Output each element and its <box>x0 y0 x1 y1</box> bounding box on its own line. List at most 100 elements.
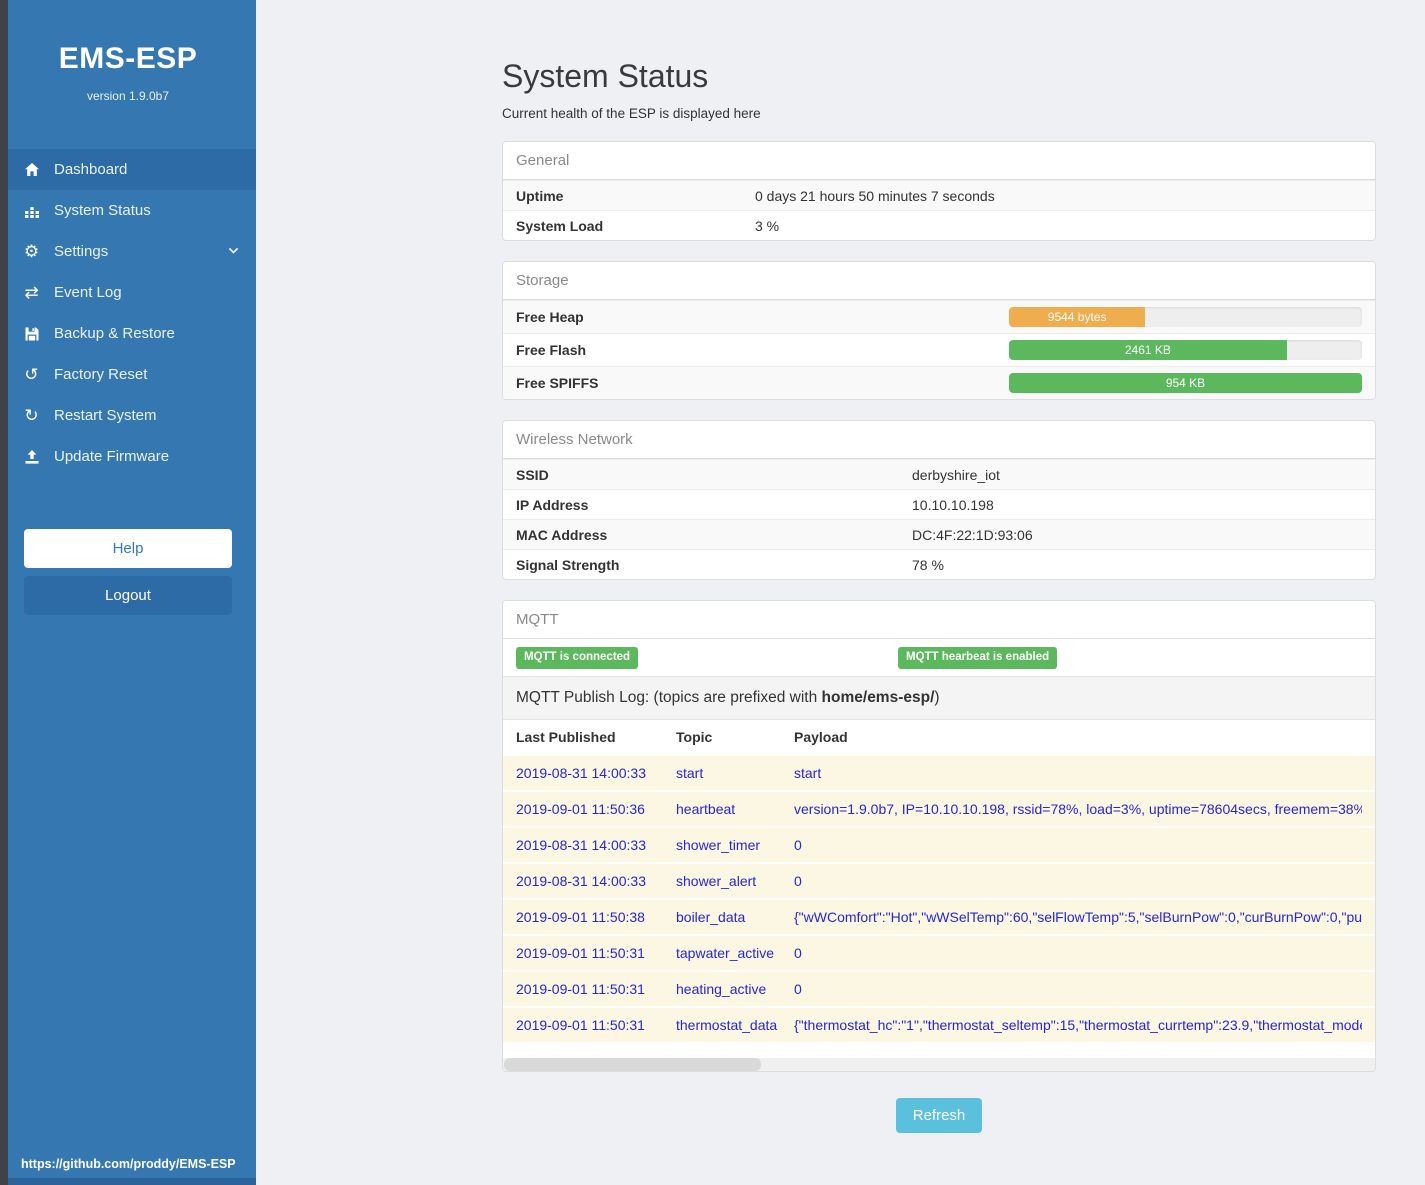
chevron-down-icon <box>227 244 240 257</box>
topic-cell: boiler_data <box>676 909 746 925</box>
page-title: System Status <box>502 58 709 94</box>
page-subtitle: Current health of the ESP is displayed h… <box>502 106 761 121</box>
system-load-row: System Load 3 % <box>503 210 1375 240</box>
free-heap-progressbar: 9544 bytes <box>1009 307 1362 327</box>
col-header-topic: Topic <box>676 729 713 745</box>
col-header-last-published: Last Published <box>516 729 616 745</box>
signal-strength-value: 78 % <box>912 556 944 573</box>
mqtt-connected-badge: MQTT is connected <box>516 647 639 669</box>
payload-cell: 0 <box>794 981 802 997</box>
sidebar-item-label: Event Log <box>54 284 122 301</box>
free-spiffs-label: Free SPIFFS <box>516 375 599 391</box>
last-published-cell: 2019-09-01 11:50:31 <box>516 1017 645 1033</box>
sidebar-item-update-firmware[interactable]: Update Firmware <box>0 436 256 477</box>
publish-log-text-suffix: ) <box>934 689 940 706</box>
sidebar-nav: Dashboard System Status ⚙ Settings ⇄ Eve… <box>0 149 256 477</box>
table-row: 2019-09-01 11:50:36 heartbeat version=1.… <box>503 790 1375 826</box>
signal-strength-label: Signal Strength <box>516 556 620 573</box>
home-icon <box>22 161 41 179</box>
topic-cell: heating_active <box>676 981 767 997</box>
mac-address-value: DC:4F:22:1D:93:06 <box>912 526 1033 543</box>
payload-cell: {"wWComfort":"Hot","wWSelTemp":60,"selFl… <box>794 909 1362 925</box>
sidebar-item-factory-reset[interactable]: ↺ Factory Reset <box>0 354 256 395</box>
horizontal-scrollbar-thumb[interactable] <box>504 1058 761 1071</box>
sidebar-item-backup-restore[interactable]: Backup & Restore <box>0 313 256 354</box>
topic-cell: thermostat_data <box>676 1017 778 1033</box>
system-load-label: System Load <box>516 217 604 234</box>
sidebar-item-restart-system[interactable]: ↻ Restart System <box>0 395 256 436</box>
mqtt-panel: MQTT MQTT is connected MQTT hearbeat is … <box>502 600 1376 1072</box>
ip-address-value: 10.10.10.198 <box>912 496 994 513</box>
table-row: 2019-08-31 14:00:33 shower_timer 0 <box>503 826 1375 862</box>
sidebar-bottom-strip <box>0 1178 256 1185</box>
wireless-panel: Wireless Network SSID derbyshire_iot IP … <box>502 420 1376 580</box>
sidebar-item-label: Update Firmware <box>54 448 170 465</box>
sidebar-item-event-log[interactable]: ⇄ Event Log <box>0 272 256 313</box>
payload-cell: start <box>794 765 822 781</box>
topic-cell: heartbeat <box>676 801 736 817</box>
table-bottom-spacer <box>503 1042 1375 1058</box>
sidebar-item-label: Factory Reset <box>54 366 148 383</box>
uptime-row: Uptime 0 days 21 hours 50 minutes 7 seco… <box>503 180 1375 210</box>
uptime-value: 0 days 21 hours 50 minutes 7 seconds <box>755 187 995 204</box>
refresh-button-wrap: Refresh <box>502 1098 1376 1133</box>
topic-cell: start <box>676 765 704 781</box>
mac-address-row: MAC Address DC:4F:22:1D:93:06 <box>503 519 1375 549</box>
topic-cell: shower_timer <box>676 837 761 853</box>
ip-address-label: IP Address <box>516 496 589 513</box>
free-flash-label: Free Flash <box>516 342 587 358</box>
table-row: 2019-09-01 11:50:31 heating_active 0 <box>503 970 1375 1006</box>
table-row: 2019-08-31 14:00:33 shower_alert 0 <box>503 862 1375 898</box>
sidebar-item-system-status[interactable]: System Status <box>0 190 256 231</box>
upload-icon <box>22 448 41 466</box>
sidebar: EMS-ESP version 1.9.0b7 Dashboard System… <box>0 0 256 1185</box>
gear-icon: ⚙ <box>23 241 40 261</box>
table-row: 2019-09-01 11:50:38 boiler_data {"wWComf… <box>503 898 1375 934</box>
help-button[interactable]: Help <box>24 529 232 568</box>
uptime-label: Uptime <box>516 187 564 204</box>
payload-cell: 0 <box>794 873 802 889</box>
wireless-panel-title: Wireless Network <box>503 421 1375 459</box>
free-spiffs-progress-fill: 954 KB <box>1009 373 1362 393</box>
free-spiffs-row: Free SPIFFS 954 KB <box>503 366 1375 399</box>
sidebar-item-dashboard[interactable]: Dashboard <box>0 149 256 190</box>
payload-cell: version=1.9.0b7, IP=10.10.10.198, rssid=… <box>794 801 1362 817</box>
free-heap-row: Free Heap 9544 bytes <box>503 300 1375 333</box>
last-published-cell: 2019-09-01 11:50:36 <box>516 801 645 817</box>
refresh-button[interactable]: Refresh <box>895 1098 983 1133</box>
ssid-label: SSID <box>516 466 549 483</box>
last-published-cell: 2019-09-01 11:50:38 <box>516 909 645 925</box>
main-content: System Status Current health of the ESP … <box>502 0 1376 1133</box>
free-flash-progress-fill: 2461 KB <box>1009 340 1287 360</box>
last-published-cell: 2019-09-01 11:50:31 <box>516 981 645 997</box>
transfer-arrows-icon: ⇄ <box>24 282 39 302</box>
payload-cell: {"thermostat_hc":"1","thermostat_seltemp… <box>794 1017 1362 1033</box>
horizontal-scrollbar[interactable] <box>503 1058 1375 1071</box>
sidebar-item-label: Dashboard <box>54 161 128 178</box>
ip-address-row: IP Address 10.10.10.198 <box>503 489 1375 519</box>
signal-strength-row: Signal Strength 78 % <box>503 549 1375 579</box>
ssid-value: derbyshire_iot <box>912 466 1000 483</box>
sidebar-buttons: Help Logout <box>0 529 256 615</box>
free-flash-progressbar: 2461 KB <box>1009 340 1362 360</box>
sidebar-item-settings[interactable]: ⚙ Settings <box>0 231 256 272</box>
app-brand: EMS-ESP version 1.9.0b7 <box>0 0 256 103</box>
rotate-left-icon: ↺ <box>24 364 39 384</box>
logout-button[interactable]: Logout <box>24 576 232 615</box>
window-edge-strip <box>0 0 8 1185</box>
last-published-cell: 2019-08-31 14:00:33 <box>516 873 646 889</box>
payload-cell: 0 <box>794 837 802 853</box>
ssid-row: SSID derbyshire_iot <box>503 459 1375 489</box>
mqtt-badges-row: MQTT is connected MQTT hearbeat is enabl… <box>503 639 1375 676</box>
last-published-cell: 2019-09-01 11:50:31 <box>516 945 645 961</box>
last-published-cell: 2019-08-31 14:00:33 <box>516 765 646 781</box>
mqtt-panel-title: MQTT <box>503 601 1375 639</box>
mqtt-publish-log-table: Last Published Topic Payload 2019-08-31 … <box>503 720 1375 1071</box>
app-title: EMS-ESP <box>58 42 198 75</box>
general-panel-title: General <box>503 142 1375 180</box>
sidebar-item-label: System Status <box>54 202 151 219</box>
free-heap-label: Free Heap <box>516 309 584 325</box>
bar-chart-icon <box>22 202 41 220</box>
sidebar-item-label: Restart System <box>54 407 157 424</box>
github-link[interactable]: https://github.com/proddy/EMS-ESP <box>21 1157 236 1171</box>
